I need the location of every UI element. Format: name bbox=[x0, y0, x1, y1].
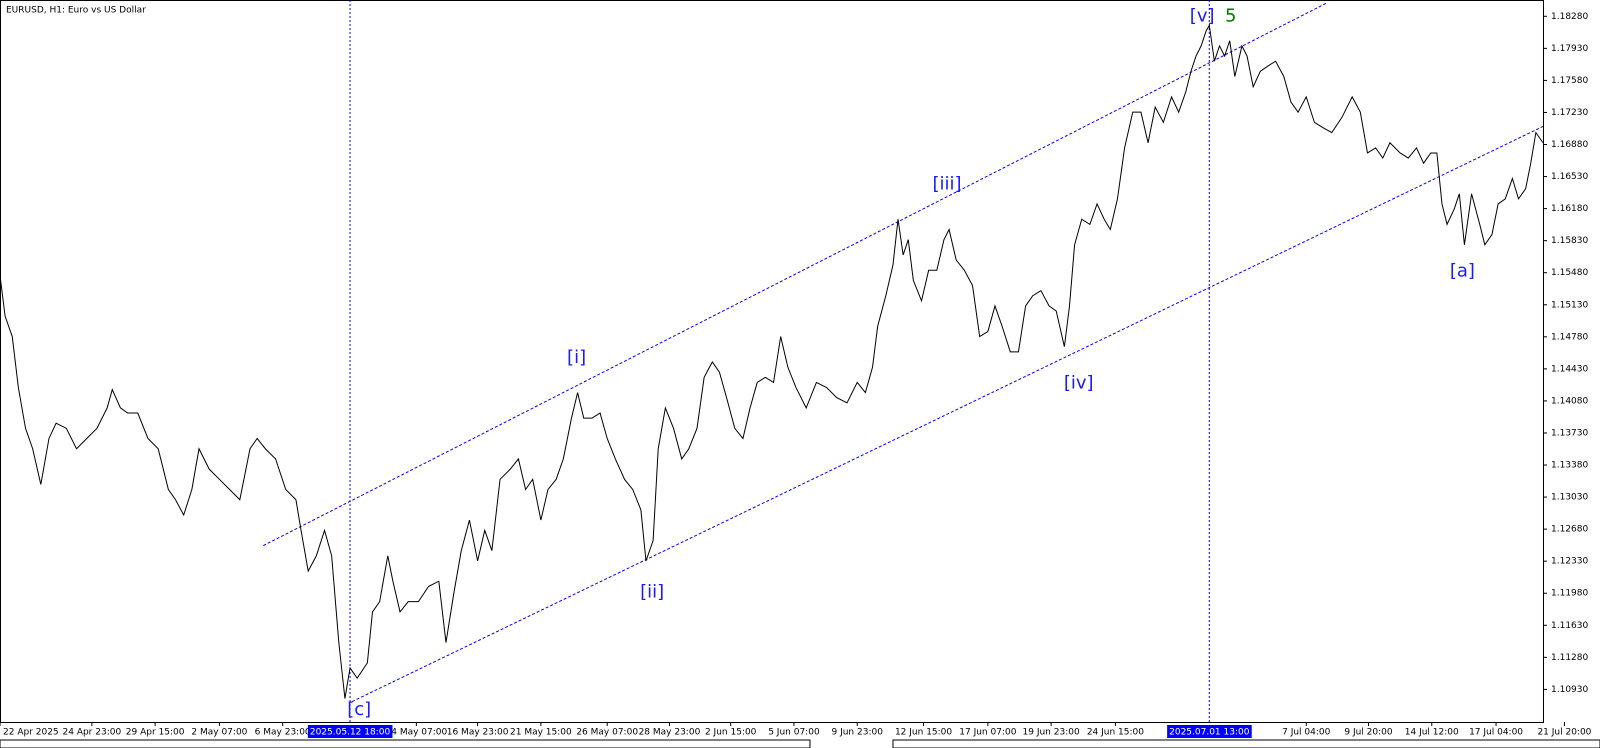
scrollbar-left bbox=[0, 739, 811, 748]
y-tick-label: 1.12680 bbox=[1551, 525, 1588, 535]
y-tick-label: 1.15830 bbox=[1551, 236, 1588, 246]
x-tick-label: 26 May 07:00 bbox=[576, 728, 638, 738]
wave-label: [iii] bbox=[932, 174, 961, 195]
x-tick-label: 6 May 23:00 bbox=[255, 728, 311, 738]
plot-frame bbox=[0, 0, 1544, 723]
x-tick-label: 21 Jul 20:00 bbox=[1537, 728, 1591, 738]
y-tick-label: 1.17580 bbox=[1551, 76, 1588, 86]
y-tick-label: 1.14780 bbox=[1551, 332, 1588, 342]
x-tick-label: 21 May 15:00 bbox=[510, 728, 572, 738]
wave-label: [iv] bbox=[1064, 372, 1094, 393]
x-tick-label: 28 May 23:00 bbox=[639, 728, 701, 738]
x-tick-label: 2 May 07:00 bbox=[191, 728, 247, 738]
x-tick-label: 29 Apr 15:00 bbox=[126, 728, 185, 738]
y-tick-label: 1.17930 bbox=[1551, 44, 1588, 54]
scrollbar-right bbox=[892, 739, 1600, 748]
y-tick-label: 1.16880 bbox=[1551, 140, 1588, 150]
x-tick-label: 17 Jun 07:00 bbox=[959, 728, 1016, 738]
marker-label: 2025.05.12 18:00 bbox=[310, 728, 391, 738]
price-line bbox=[0, 23, 1544, 699]
wave-label: 5 bbox=[1225, 5, 1236, 26]
x-tick-label: 19 Jun 23:00 bbox=[1023, 728, 1080, 738]
y-tick-label: 1.13730 bbox=[1551, 428, 1588, 438]
y-tick-label: 1.12330 bbox=[1551, 557, 1588, 567]
y-tick-label: 1.11980 bbox=[1551, 589, 1588, 599]
x-tick-label: 5 Jun 07:00 bbox=[768, 728, 820, 738]
y-tick-label: 1.11630 bbox=[1551, 621, 1588, 631]
x-tick-label: 24 Jun 15:00 bbox=[1087, 728, 1144, 738]
wave-label: [c] bbox=[347, 699, 371, 720]
x-tick-label: 7 Jul 04:00 bbox=[1282, 728, 1331, 738]
y-tick-label: 1.11280 bbox=[1551, 653, 1588, 663]
marker-label-bg bbox=[1167, 725, 1252, 738]
x-tick-label: 22 Apr 2025 bbox=[3, 728, 59, 738]
x-tick-label: 9 Jun 23:00 bbox=[831, 728, 883, 738]
wave-label: [ii] bbox=[640, 582, 664, 603]
y-tick-label: 1.16180 bbox=[1551, 204, 1588, 214]
wave-label: [i] bbox=[567, 347, 586, 368]
wave-label: [a] bbox=[1450, 260, 1475, 281]
y-tick-label: 1.15480 bbox=[1551, 268, 1588, 278]
x-tick-label: 14 Jul 12:00 bbox=[1405, 728, 1459, 738]
x-tick-label: 2 Jun 15:00 bbox=[705, 728, 757, 738]
x-tick-label: 12 Jun 15:00 bbox=[895, 728, 952, 738]
marker-label: 2025.07.01 13:00 bbox=[1169, 728, 1250, 738]
channel-line bbox=[263, 2, 1327, 547]
y-tick-label: 1.14430 bbox=[1551, 364, 1588, 374]
channel-line bbox=[351, 126, 1544, 703]
x-tick-label: 14 May 07:00 bbox=[386, 728, 448, 738]
y-tick-label: 1.14080 bbox=[1551, 396, 1588, 406]
x-tick-label: 17 Jul 04:00 bbox=[1469, 728, 1523, 738]
marker-label-bg bbox=[307, 725, 393, 738]
y-tick-label: 1.18280 bbox=[1551, 12, 1588, 22]
y-tick-label: 1.16530 bbox=[1551, 172, 1588, 182]
wave-label: [v] bbox=[1190, 5, 1215, 26]
chart-title: EURUSD, H1: Euro vs US Dollar bbox=[6, 6, 146, 16]
y-tick-label: 1.13380 bbox=[1551, 461, 1588, 471]
y-tick-label: 1.10930 bbox=[1551, 685, 1588, 695]
x-tick-label: 16 May 23:00 bbox=[447, 728, 509, 738]
y-tick-label: 1.17230 bbox=[1551, 108, 1588, 118]
y-tick-label: 1.13030 bbox=[1551, 493, 1588, 503]
x-tick-label: 9 Jul 20:00 bbox=[1344, 728, 1393, 738]
y-tick-label: 1.15130 bbox=[1551, 300, 1588, 310]
x-tick-label: 24 Apr 23:00 bbox=[63, 728, 122, 738]
